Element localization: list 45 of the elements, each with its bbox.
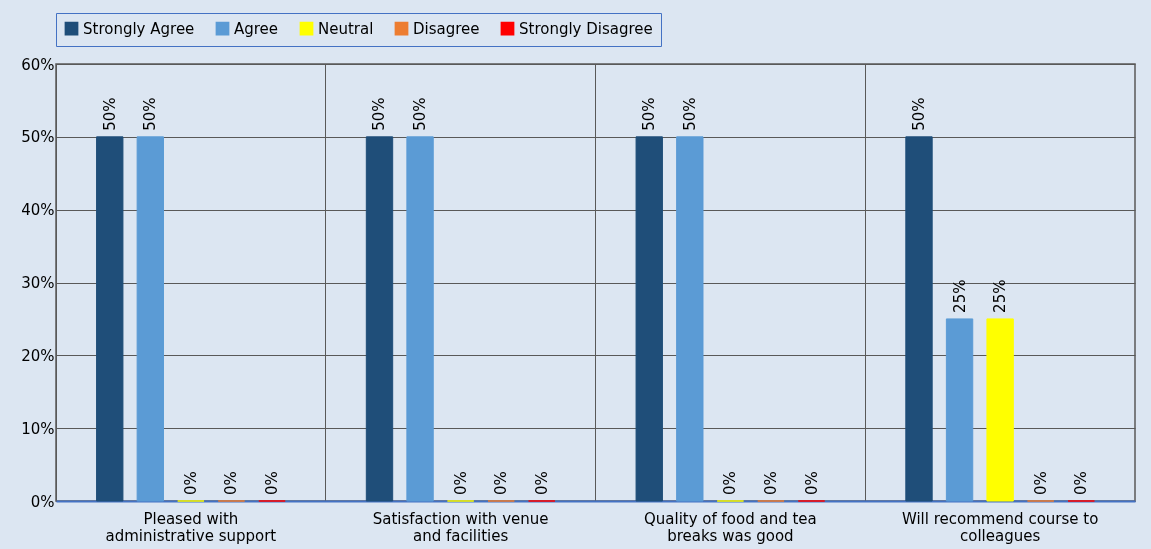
legend-label: Agree	[234, 19, 279, 38]
data-label: 0%	[263, 471, 281, 495]
legend-label: Disagree	[413, 19, 480, 38]
data-label: 0%	[532, 471, 551, 495]
data-label: 50%	[680, 97, 699, 131]
bar	[945, 318, 974, 502]
data-label: 25%	[991, 279, 1010, 313]
data-label: 0%	[721, 471, 740, 495]
data-label: 50%	[370, 97, 389, 131]
y-tick-label: 10%	[21, 419, 55, 438]
bar	[676, 136, 704, 502]
y-tick-label: 20%	[21, 346, 55, 365]
data-label: 50%	[411, 97, 430, 131]
bar	[406, 136, 434, 502]
y-tick-label: 0%	[30, 492, 55, 511]
bar	[136, 136, 164, 502]
bar	[635, 136, 663, 502]
data-label: 0%	[761, 471, 780, 495]
data-label: 0%	[181, 471, 200, 495]
data-label: 0%	[222, 471, 241, 495]
data-label: 50%	[640, 97, 659, 131]
data-label: 50%	[141, 97, 160, 131]
data-label: 0%	[451, 471, 470, 495]
y-tick-label: 30%	[21, 274, 55, 292]
legend-label: Neutral	[318, 19, 374, 38]
data-label: 0%	[802, 471, 821, 495]
bar	[365, 136, 394, 502]
y-tick-label: 40%	[21, 201, 55, 220]
x-tick-label: Pleased with administrative support	[105, 509, 277, 545]
data-label: 25%	[950, 279, 969, 313]
bar	[96, 136, 124, 502]
x-tick-label: Will recommend course to colleagues	[901, 509, 1099, 545]
y-tick-label: 50%	[21, 128, 55, 147]
bar	[905, 136, 933, 502]
legend-label: Strongly Agree	[83, 19, 195, 38]
data-label: 0%	[1031, 471, 1050, 495]
x-tick-label: Quality of food and tea breaks was good	[643, 509, 817, 545]
data-label: 50%	[910, 97, 928, 131]
x-tick-label: Satisfaction with venue and facilities	[372, 509, 549, 545]
bar	[986, 318, 1014, 502]
data-label: 0%	[1072, 471, 1091, 495]
data-label: 50%	[100, 97, 119, 131]
legend-label: Strongly Disagree	[519, 19, 653, 38]
y-tick-label: 60%	[21, 55, 55, 74]
data-label: 0%	[492, 471, 511, 495]
